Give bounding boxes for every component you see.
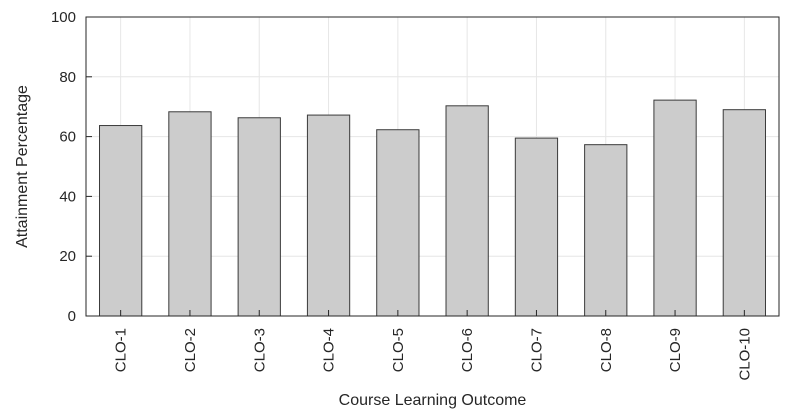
y-axis-ticks: 0 20 40 60 80 100: [51, 9, 92, 325]
x-tick-label: CLO-5: [390, 328, 407, 372]
x-tick-label: CLO-1: [113, 328, 130, 372]
x-axis-ticks: CLO-1 CLO-2 CLO-3 CLO-4 CLO-5 CLO-6 CLO-7 CLO-8…: [113, 310, 753, 381]
bar-clo-3: [237, 117, 281, 317]
y-tick-label: 60: [59, 129, 76, 146]
y-tick-label: 40: [59, 188, 76, 205]
bars-group: [99, 99, 766, 317]
x-tick-label: CLO-9: [667, 328, 684, 372]
bar-clo-10: [722, 109, 766, 317]
bar-clo-2: [168, 111, 212, 317]
x-tick-label: CLO-8: [598, 328, 615, 372]
bar-clo-6: [445, 105, 489, 317]
y-tick-label: 100: [51, 9, 76, 26]
y-tick-label: 0: [68, 308, 76, 325]
y-axis-label: Attainment Percentage: [14, 85, 31, 248]
x-tick-label: CLO-4: [321, 328, 338, 372]
bar-clo-4: [306, 114, 351, 317]
plot-frame: [85, 16, 780, 317]
bar-clo-7: [514, 137, 559, 317]
bar-clo-9: [653, 99, 697, 317]
bar-clo-1: [99, 125, 143, 317]
x-tick-label: CLO-3: [251, 328, 268, 372]
bar-clo-8: [584, 144, 628, 317]
x-tick-label: CLO-2: [182, 328, 199, 372]
x-tick-label: CLO-7: [528, 328, 545, 372]
y-tick-label: 20: [59, 248, 76, 265]
x-axis-label: Course Learning Outcome: [339, 392, 527, 409]
x-tick-label: CLO-6: [459, 328, 476, 372]
x-tick-label: CLO-10: [736, 328, 753, 381]
bar-clo-5: [376, 129, 420, 317]
y-tick-label: 80: [59, 69, 76, 86]
